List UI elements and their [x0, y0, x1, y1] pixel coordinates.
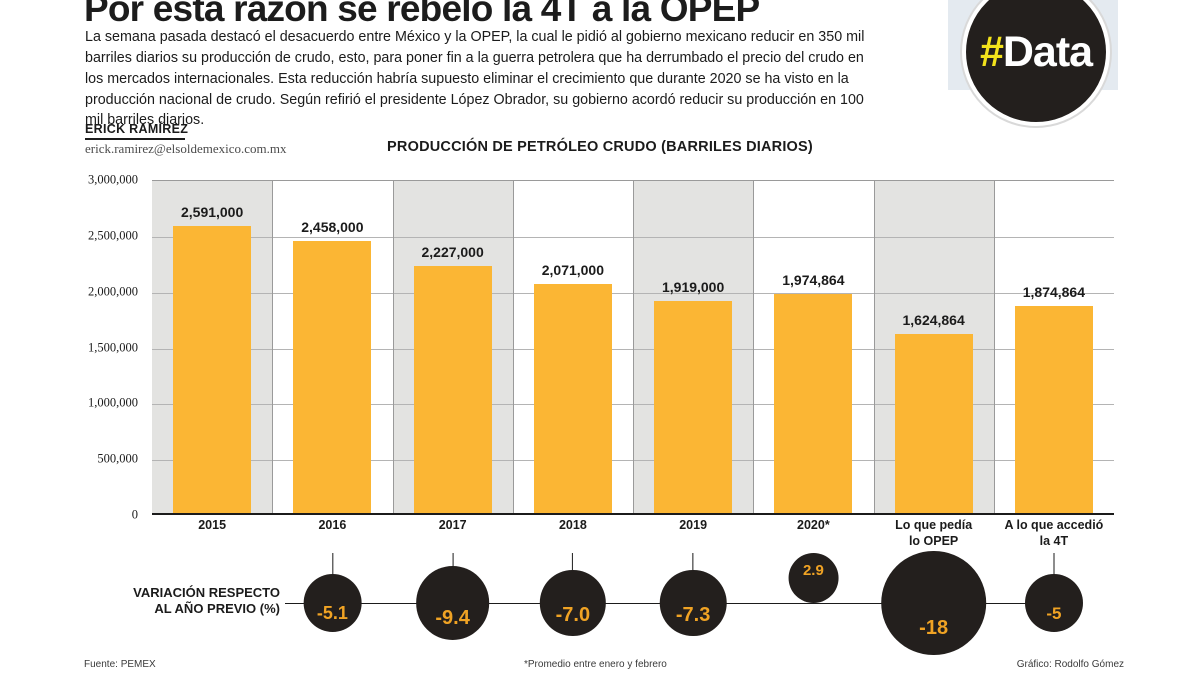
- x-tick-label-line: lo OPEP: [908, 533, 959, 548]
- bar-value-label: 1,624,864: [902, 311, 965, 328]
- bar[interactable]: [654, 300, 733, 515]
- bar-column[interactable]: 1,974,864: [753, 181, 873, 515]
- standfirst-paragraph: La semana pasada destacó el desacuerdo e…: [85, 29, 865, 129]
- y-tick-label: 0: [131, 507, 138, 522]
- x-tick-label: 2020*: [753, 518, 873, 549]
- bar-value-label: 2,071,000: [541, 261, 605, 278]
- data-badge: #Data: [962, 0, 1110, 126]
- x-tick-label-line: 2018: [558, 518, 587, 532]
- variation-value: -5: [1024, 574, 1083, 632]
- variation-marker[interactable]: 2.9: [788, 545, 839, 674]
- chart-plot-area: 2,591,000 2,458,000 2,227,000 2,071,000 1,91…: [152, 180, 1114, 515]
- x-tick-label: A lo que accedió la 4T: [994, 518, 1114, 549]
- y-tick-label: 3,000,000: [88, 172, 138, 187]
- byline-email: erick.ramirez@elsoldemexico.com.mx: [85, 141, 287, 156]
- x-tick-label: 2015: [152, 518, 272, 549]
- bar-column[interactable]: 2,227,000: [393, 181, 513, 515]
- x-tick-label: Lo que pedía lo OPEP: [874, 518, 994, 549]
- column-separator: [272, 181, 274, 515]
- y-tick-label: 1,000,000: [88, 395, 138, 410]
- column-separator: [633, 181, 634, 515]
- footer-note: *Promedio entre enero y febrero: [524, 659, 667, 670]
- bar-value-label: 1,874,864: [1022, 283, 1086, 300]
- byline-divider: [85, 138, 185, 140]
- variation-marker[interactable]: -5.1: [303, 545, 362, 674]
- variation-value: -7.3: [659, 569, 727, 637]
- bar-value-label: 1,919,000: [661, 278, 725, 295]
- y-tick-label: 2,000,000: [88, 284, 138, 299]
- y-tick-label: 1,500,000: [88, 340, 138, 354]
- bar-value-label: 2,591,000: [180, 203, 244, 220]
- byline-author: ERICK RAMÍREZ: [85, 122, 189, 136]
- variation-value: -18: [881, 550, 987, 656]
- bar-column[interactable]: 1,624,864: [874, 181, 994, 515]
- bar-column[interactable]: 1,919,000: [633, 181, 753, 515]
- y-tick-label: 2,500,000: [88, 228, 138, 243]
- x-axis-baseline: [152, 513, 1114, 515]
- bar[interactable]: [774, 294, 853, 515]
- bar[interactable]: [413, 266, 492, 515]
- variation-value: -9.4: [415, 566, 490, 640]
- column-separator: [512, 181, 514, 515]
- chart-title: PRODUCCIÓN DE PETRÓLEO CRUDO (BARRILES D…: [387, 139, 813, 155]
- bar-value-label: 2,227,000: [421, 244, 484, 261]
- variation-value: 2.9: [788, 552, 839, 603]
- x-tick-label-line: la 4T: [1039, 533, 1069, 548]
- footer-source: Fuente: PEMEX: [84, 659, 156, 670]
- bar[interactable]: [894, 333, 973, 515]
- bar[interactable]: [533, 283, 612, 515]
- bar[interactable]: [173, 225, 252, 515]
- column-separator: [392, 181, 394, 515]
- y-axis-labels: 3,000,000 2,500,000 2,000,000 1,500,000 1,00…: [0, 173, 148, 522]
- bar-column[interactable]: 2,071,000: [513, 181, 633, 515]
- x-tick-label: 2019: [633, 518, 753, 549]
- variation-caption: VARIACIÓN RESPECTO AL AÑO PREVIO (%): [105, 585, 280, 618]
- bar-column[interactable]: 2,591,000: [152, 181, 272, 515]
- variation-marker[interactable]: -5: [1024, 545, 1083, 674]
- x-tick-label-line: A lo que accedió: [1004, 518, 1104, 532]
- x-tick-label-line: 2017: [438, 518, 467, 532]
- footer-credit: Gráfico: Rodolfo Gómez: [1016, 659, 1124, 670]
- variation-marker[interactable]: -7.0: [540, 545, 606, 674]
- x-tick-label: 2016: [272, 518, 392, 549]
- bar-column[interactable]: 2,458,000: [272, 181, 392, 515]
- variation-caption-line1: VARIACIÓN RESPECTO: [133, 585, 280, 600]
- variation-marker[interactable]: -9.4: [415, 545, 490, 674]
- variation-value: -7.0: [540, 570, 606, 636]
- x-tick-label-line: 2020*: [797, 518, 830, 532]
- x-tick-label-line: 2015: [198, 518, 227, 532]
- column-separator: [993, 181, 995, 515]
- variation-marker[interactable]: -7.3: [659, 545, 727, 674]
- variation-marker[interactable]: -18: [881, 545, 987, 674]
- variation-markers: -5.1 -9.4 -7.0 -7.3 2.9 -18 -5: [152, 545, 1114, 674]
- x-tick-label-line: 2019: [679, 518, 708, 532]
- column-separator: [753, 181, 755, 515]
- column-separator: [873, 181, 875, 515]
- badge-hash-glyph: #: [979, 27, 1004, 76]
- footer: Fuente: PEMEX *Promedio entre enero y fe…: [0, 659, 1200, 674]
- x-tick-label: 2017: [393, 518, 513, 549]
- x-tick-label: 2018: [513, 518, 633, 549]
- page-title: Por esta razón se rebeló la 4T a la OPEP: [84, 0, 760, 29]
- variation-caption-line2: AL AÑO PREVIO (%): [154, 601, 280, 617]
- bar-value-label: 1,974,864: [782, 272, 845, 289]
- badge-word: Data: [1002, 27, 1093, 76]
- x-tick-label-line: Lo que pedía: [895, 518, 973, 532]
- bar[interactable]: [293, 240, 372, 515]
- bar-column[interactable]: 1,874,864: [994, 181, 1114, 515]
- variation-value: -5.1: [303, 573, 362, 633]
- x-axis-labels: 2015 2016 2017 2018 2019 2020* Lo que pedía lo …: [152, 518, 1114, 549]
- bar-series: 2,591,000 2,458,000 2,227,000 2,071,000 1,91…: [152, 181, 1114, 515]
- bar[interactable]: [1014, 305, 1093, 515]
- bar-value-label: 2,458,000: [301, 218, 364, 235]
- y-tick-label: 500,000: [97, 451, 138, 466]
- x-tick-label-line: 2016: [318, 518, 347, 532]
